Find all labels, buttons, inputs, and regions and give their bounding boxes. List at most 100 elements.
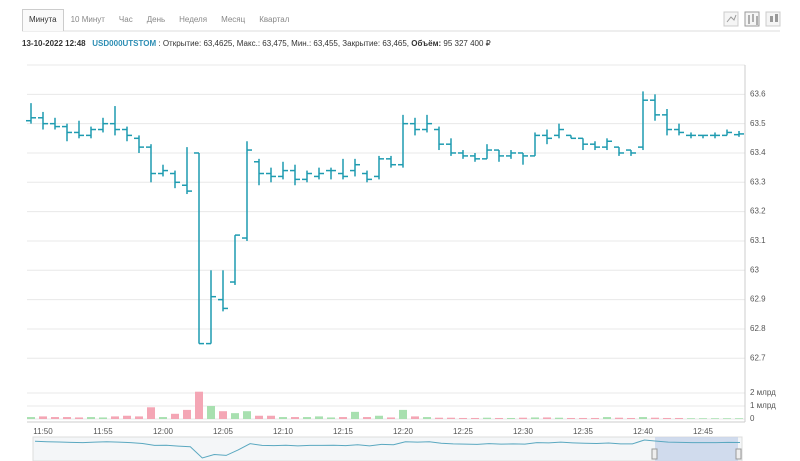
ohlc-bar — [434, 126, 444, 151]
ohlc-bar — [122, 126, 132, 142]
volume-bar — [471, 417, 479, 419]
volume-bar — [579, 417, 587, 419]
period-tabs: Минута 10 Минут Час День Неделя Месяц Квартал — [22, 9, 296, 31]
volume-bar — [735, 418, 743, 419]
volume-bar — [567, 417, 575, 419]
volume-bar — [123, 415, 131, 419]
y-tick-label: 63.3 — [750, 177, 766, 186]
volume-bar — [711, 418, 719, 419]
ohlc-bar — [374, 155, 384, 180]
volume-bar — [111, 416, 119, 419]
volume-bar — [723, 418, 731, 419]
y-tick-label: 63.5 — [750, 119, 766, 128]
volume-bar — [651, 417, 659, 419]
ohlc-bar — [254, 158, 264, 186]
volume-bar — [411, 416, 419, 419]
ohlc-bar — [530, 132, 540, 157]
y-tick-label: 62.7 — [750, 353, 766, 362]
ohlc-bar — [506, 150, 516, 159]
x-tick-label: 11:55 — [93, 427, 113, 436]
volume-bar — [399, 409, 407, 419]
ohlc-bar — [542, 129, 552, 145]
volume-value: 95 327 400 ₽ — [441, 39, 491, 48]
volume-bar — [147, 407, 155, 419]
volume-bar — [75, 417, 83, 419]
volume-bar — [315, 416, 323, 419]
volume-bar — [615, 417, 623, 419]
volume-bar — [687, 418, 695, 419]
period-tab[interactable]: Минута — [22, 9, 64, 31]
period-tab[interactable]: День — [146, 15, 166, 24]
x-tick-label: 12:15 — [333, 427, 354, 436]
ohlc-bar — [674, 123, 684, 136]
volume-bar — [627, 417, 635, 419]
ohlc-bar — [494, 149, 504, 162]
ohlc-bar — [290, 164, 300, 186]
ohlc-bar — [602, 138, 612, 151]
volume-bar — [87, 417, 95, 419]
period-tab[interactable]: Месяц — [221, 15, 246, 24]
y-tick-label: 63.4 — [750, 148, 766, 157]
ohlc-bar — [86, 126, 96, 139]
period-tab[interactable]: Неделя — [179, 15, 208, 24]
volume-bar — [555, 417, 563, 419]
ticker: USD000UTSTOM — [92, 39, 157, 48]
period-tab[interactable]: Квартал — [259, 15, 290, 24]
ohlc-bar — [314, 167, 324, 180]
volume-bar — [27, 417, 35, 419]
period-tab[interactable]: 10 Минут — [70, 15, 105, 24]
volume-bar — [255, 415, 263, 419]
ohlc-bar — [722, 129, 732, 137]
ohlc-bar — [302, 170, 312, 183]
navigator-handle[interactable] — [651, 448, 658, 460]
volume-bar — [291, 417, 299, 419]
line-icon[interactable] — [723, 11, 739, 27]
volume-label: Объём: — [411, 39, 442, 48]
ohlc-bar — [62, 123, 72, 142]
volume-bar — [135, 416, 143, 419]
x-tick-label: 12:35 — [573, 427, 594, 436]
ohlc-bar — [446, 138, 456, 156]
ohlc-bar — [362, 170, 372, 183]
navigator-handle[interactable] — [735, 448, 742, 460]
ohlc-bar — [74, 120, 84, 139]
ohlc-bar — [734, 130, 744, 137]
x-tick-label: 12:40 — [633, 427, 654, 436]
ohlc-bar — [218, 270, 228, 312]
icon-shape — [726, 14, 737, 23]
ohlc-bar — [206, 270, 216, 345]
ohlc-bar — [566, 134, 576, 140]
ohlc-bar — [170, 170, 180, 189]
x-tick-label: 12:25 — [453, 427, 474, 436]
navigator[interactable] — [32, 436, 743, 461]
volume-bar — [639, 417, 647, 419]
volume-bar — [423, 417, 431, 419]
ohlc-bar — [194, 152, 204, 345]
ohlc-bar — [242, 141, 252, 241]
ohlc-bar — [470, 152, 480, 162]
ohlc-bar — [422, 114, 432, 133]
volume-bar — [303, 417, 311, 419]
ohlc-bar — [626, 149, 636, 156]
y-tick-label: 0 — [750, 414, 755, 423]
period-tab[interactable]: Час — [118, 15, 133, 24]
x-tick-label: 12:45 — [693, 427, 714, 436]
ohlc-bar — [650, 94, 660, 121]
volume-bar — [603, 417, 611, 419]
volume-bar — [531, 417, 539, 419]
navigator-selection[interactable] — [655, 437, 738, 461]
volume-bar — [519, 417, 527, 419]
icon-shape — [770, 14, 778, 22]
ohlc-bar — [638, 91, 648, 151]
ohlc-bar — [230, 234, 240, 285]
volume-bar — [231, 413, 239, 419]
volume-bar — [159, 417, 167, 419]
ohlc-bar — [614, 146, 624, 156]
volume-bar — [483, 417, 491, 419]
ohlc-bar — [134, 135, 144, 153]
volume-bar — [351, 411, 359, 419]
ohlc-bar — [482, 144, 492, 160]
ohlc-bar — [350, 158, 360, 177]
quote-values: : Открытие: 63,4625, Макс.: 63,475, Мин.… — [156, 39, 412, 48]
ohlc-bar — [38, 111, 48, 130]
